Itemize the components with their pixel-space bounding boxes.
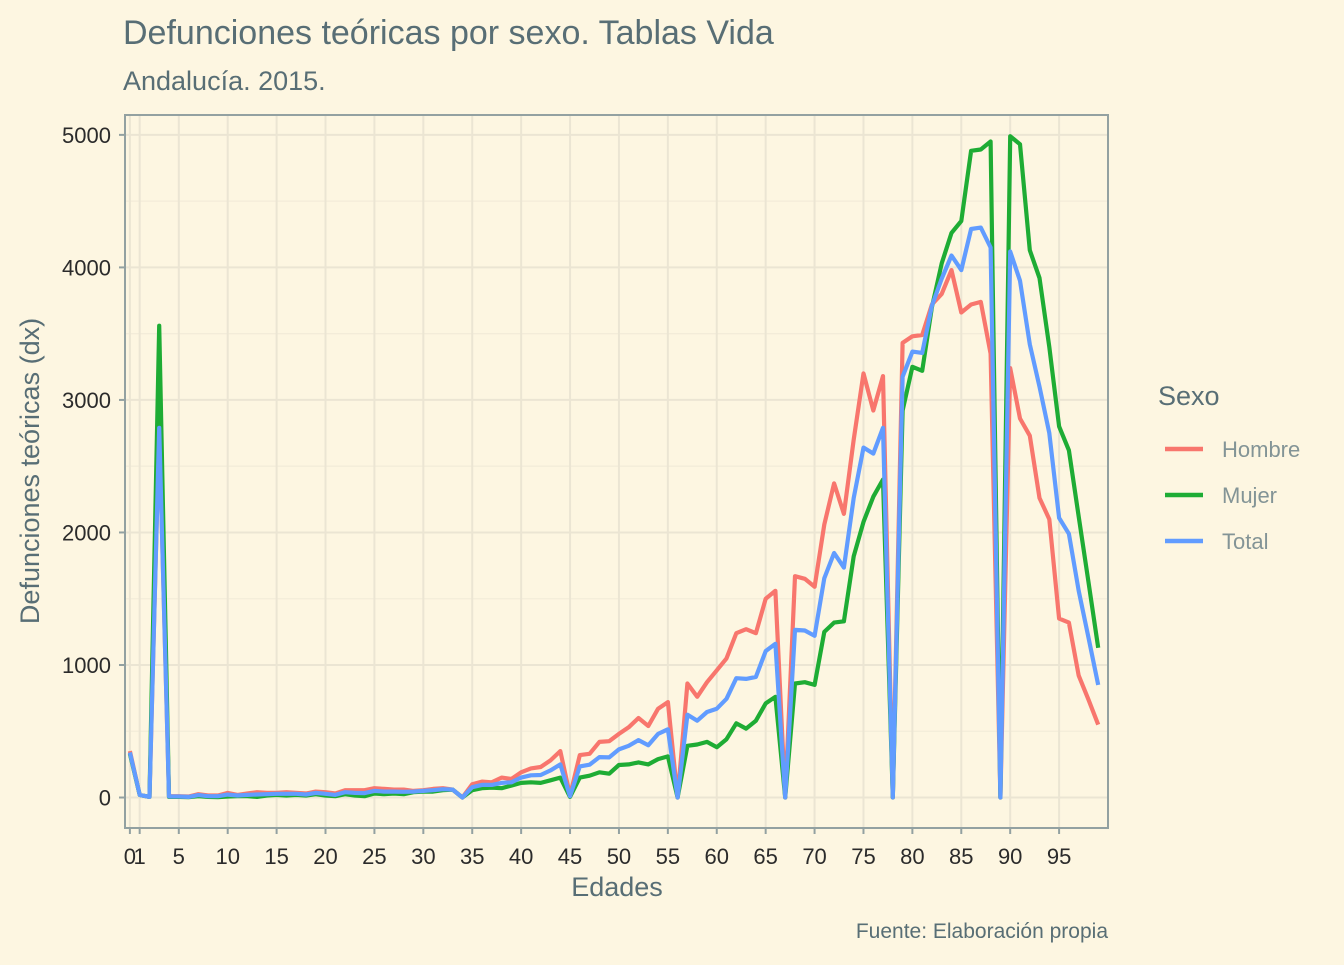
y-tick-label: 4000 <box>62 255 111 280</box>
x-tick-label: 25 <box>362 844 386 869</box>
y-tick-label: 0 <box>99 786 111 811</box>
x-tick-label: 5 <box>173 844 185 869</box>
x-tick-label: 95 <box>1047 844 1071 869</box>
x-tick-label: 90 <box>998 844 1022 869</box>
series-line-total <box>127 225 1101 800</box>
x-tick-label: 65 <box>753 844 777 869</box>
legend-label: Hombre <box>1222 437 1300 462</box>
x-tick-label: 40 <box>509 844 533 869</box>
legend-item-hombre: Hombre <box>1165 437 1300 462</box>
x-tick-label: 70 <box>802 844 826 869</box>
legend-items: Hombre Mujer Total <box>1165 437 1300 554</box>
x-tick-label: 0 <box>124 844 136 869</box>
x-tick-label: 80 <box>900 844 924 869</box>
series-line-hombre <box>127 268 1101 800</box>
x-tick-label: 30 <box>411 844 435 869</box>
chart-subtitle: Andalucía. 2015. <box>123 66 326 96</box>
legend-label: Mujer <box>1222 483 1277 508</box>
y-tick-label: 1000 <box>62 653 111 678</box>
x-tick-label: 15 <box>264 844 288 869</box>
x-tick-label: 50 <box>607 844 631 869</box>
x-tick-label: 75 <box>851 844 875 869</box>
panel-border <box>124 114 1109 829</box>
y-tick-label: 5000 <box>62 123 111 148</box>
x-tick-label: 10 <box>215 844 239 869</box>
y-tick-label: 3000 <box>62 388 111 413</box>
y-axis-title: Defunciones teóricas (dx) <box>15 318 45 624</box>
x-axis-title: Edades <box>571 872 663 902</box>
x-tick-label: 60 <box>705 844 729 869</box>
x-axis-ticks: 01 5 10 15 20 25 30 35 40 45 50 55 60 65 70 75 80 85 90 95 <box>124 828 1071 869</box>
legend-item-total: Total <box>1165 529 1268 554</box>
legend-title: Sexo <box>1158 381 1220 411</box>
gridlines <box>125 115 1108 828</box>
series-line-mujer <box>127 134 1101 800</box>
x-tick-label: 20 <box>313 844 337 869</box>
y-tick-label: 2000 <box>62 520 111 545</box>
chart-caption: Fuente: Elaboración propia <box>856 920 1108 943</box>
x-tick-label: 45 <box>558 844 582 869</box>
x-tick-label: 55 <box>656 844 680 869</box>
x-tick-label: 85 <box>949 844 973 869</box>
legend-item-mujer: Mujer <box>1165 483 1277 508</box>
legend-label: Total <box>1222 529 1268 554</box>
legend: Sexo Hombre Mujer Total <box>1158 381 1300 554</box>
x-tick-label: 35 <box>460 844 484 869</box>
series-lines <box>127 134 1101 800</box>
y-axis-ticks: 0 1000 2000 3000 4000 5000 <box>62 123 125 811</box>
chart-title: Defunciones teóricas por sexo. Tablas Vi… <box>123 14 774 52</box>
x-tick-label: 1 <box>134 844 146 869</box>
